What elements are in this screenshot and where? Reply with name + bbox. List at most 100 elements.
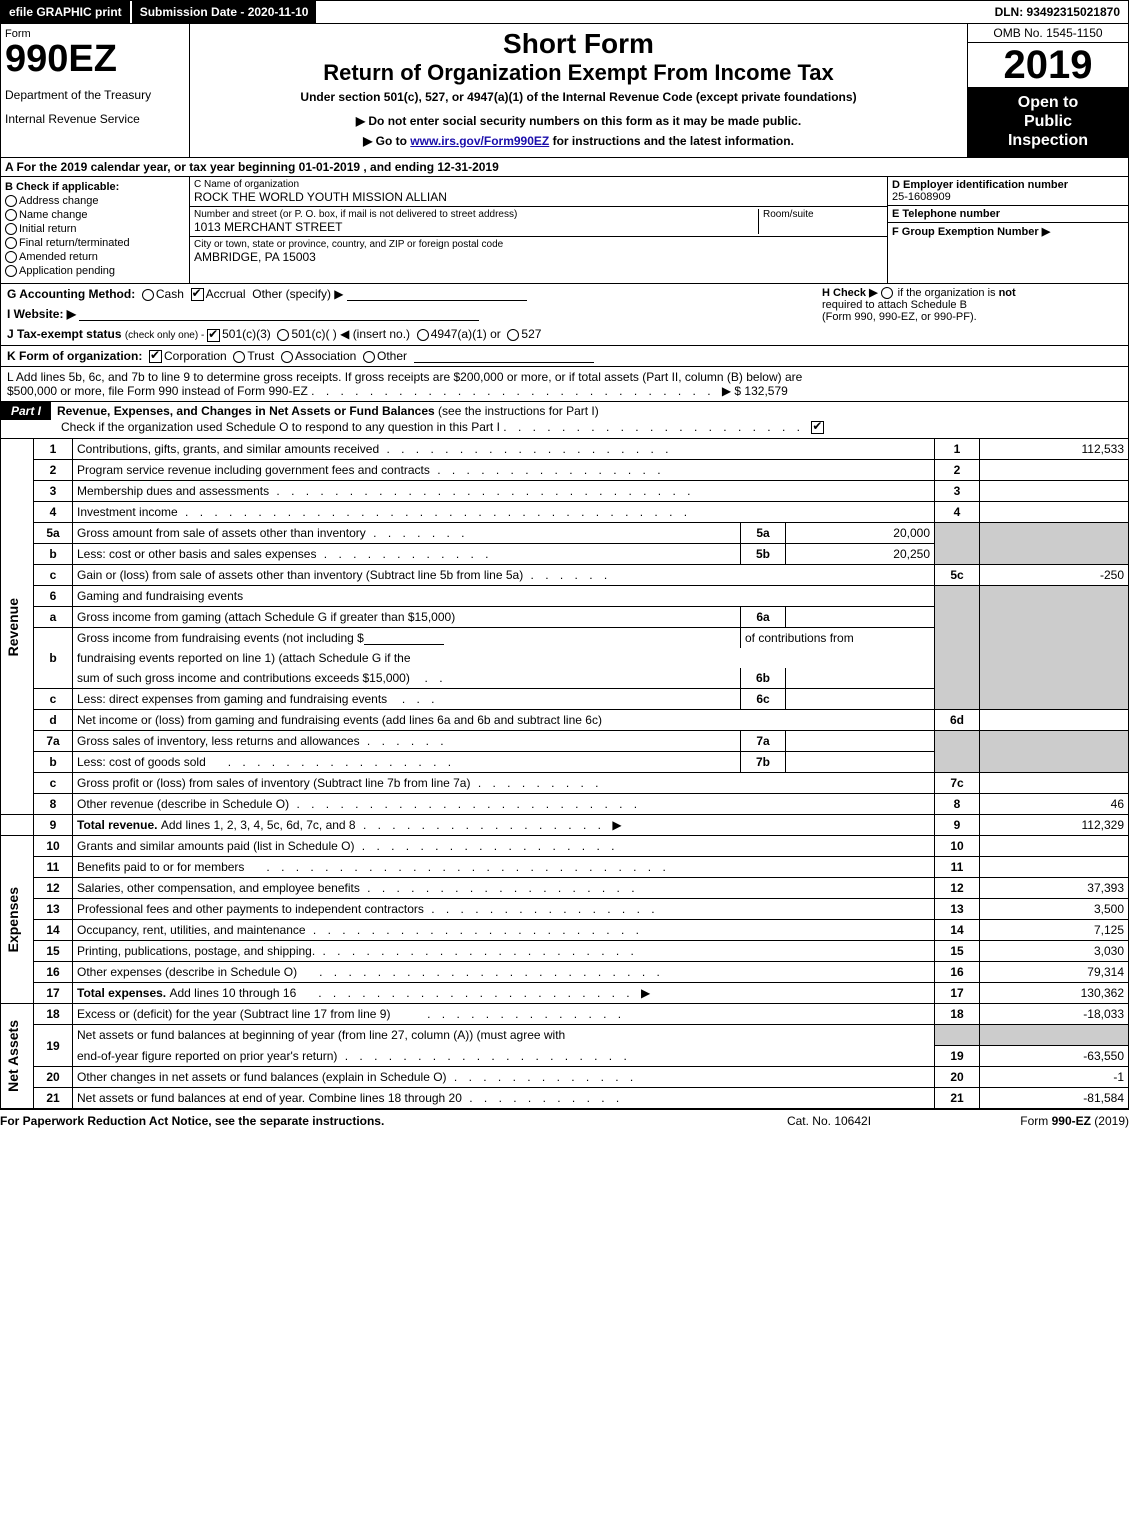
open-to-public: Open to Public Inspection — [968, 87, 1128, 157]
line-7c-ln: 7c — [935, 773, 980, 794]
efile-print-button[interactable]: efile GRAPHIC print — [1, 1, 132, 23]
j-527-radio[interactable] — [507, 329, 519, 341]
application-pending-checkbox[interactable] — [5, 265, 17, 277]
revenue-bottom-corner — [1, 815, 34, 836]
l-amount: ▶ $ 132,579 — [722, 384, 788, 398]
name-change-checkbox[interactable] — [5, 209, 17, 221]
line-14-num: 14 — [34, 920, 73, 941]
final-return-checkbox[interactable] — [5, 237, 17, 249]
j-527: 527 — [521, 327, 541, 341]
line-17-desc: Total expenses. Add lines 10 through 16 … — [73, 983, 935, 1004]
line-6c-sn: 6c — [741, 689, 786, 710]
dept-label: Department of the Treasury — [5, 88, 185, 102]
submission-date-button[interactable]: Submission Date - 2020-11-10 — [132, 1, 319, 23]
line-7c-desc: Gross profit or (loss) from sales of inv… — [73, 773, 935, 794]
address-change-label: Address change — [19, 195, 99, 207]
line-6c-sv — [786, 689, 935, 710]
i-website-input[interactable] — [79, 308, 479, 321]
amended-return-checkbox[interactable] — [5, 251, 17, 263]
line-14-val: 7,125 — [980, 920, 1129, 941]
line-17-num: 17 — [34, 983, 73, 1004]
j-4947-radio[interactable] — [417, 329, 429, 341]
line-11-num: 11 — [34, 857, 73, 878]
line-18-num: 18 — [34, 1004, 73, 1025]
j-4947: 4947(a)(1) or — [431, 327, 501, 341]
line-20-num: 20 — [34, 1066, 73, 1087]
line-6-shade-val — [980, 586, 1129, 710]
row-j: J Tax-exempt status (check only one) - 5… — [1, 324, 1128, 344]
h-text-1: if the organization is — [898, 287, 999, 299]
c-name-value: ROCK THE WORLD YOUTH MISSION ALLIAN — [194, 190, 883, 204]
line-6b-num: b — [34, 628, 73, 689]
k-other-radio[interactable] — [363, 351, 375, 363]
j-small: (check only one) - — [125, 330, 207, 341]
i-label: I Website: ▶ — [7, 307, 76, 321]
part-1-label: Part I — [1, 402, 51, 420]
lines-table: Revenue 1 Contributions, gifts, grants, … — [0, 439, 1129, 1109]
line-7a-num: 7a — [34, 731, 73, 752]
line-9-val: 112,329 — [980, 815, 1129, 836]
line-19-shade — [935, 1025, 980, 1046]
tax-year: 2019 — [968, 43, 1128, 87]
line-20-desc: Other changes in net assets or fund bala… — [73, 1066, 935, 1087]
line-5c-val: -250 — [980, 565, 1129, 586]
j-501c-radio[interactable] — [277, 329, 289, 341]
line-6d-desc: Net income or (loss) from gaming and fun… — [73, 710, 935, 731]
g-cash: Cash — [156, 287, 184, 301]
initial-return-checkbox[interactable] — [5, 223, 17, 235]
inspect-2: Public — [1024, 113, 1072, 130]
k-corp-checkbox[interactable] — [149, 350, 162, 363]
g-accrual: Accrual — [206, 287, 246, 301]
h-checkbox[interactable] — [881, 287, 893, 299]
line-9-desc: Total revenue. Add lines 1, 2, 3, 4, 5c,… — [73, 815, 935, 836]
k-assoc-radio[interactable] — [281, 351, 293, 363]
line-7a-sn: 7a — [741, 731, 786, 752]
line-5a-num: 5a — [34, 523, 73, 544]
line-6-desc: Gaming and fundraising events — [73, 586, 935, 607]
final-return-label: Final return/terminated — [19, 237, 130, 249]
dln-label: DLN: 93492315021870 — [987, 1, 1128, 23]
line-7ab-shade-val — [980, 731, 1129, 773]
line-10-num: 10 — [34, 836, 73, 857]
g-other-input[interactable] — [347, 288, 527, 301]
line-15-num: 15 — [34, 941, 73, 962]
line-13-ln: 13 — [935, 899, 980, 920]
line-6d-num: d — [34, 710, 73, 731]
j-501c3-checkbox[interactable] — [207, 329, 220, 342]
line-8-val: 46 — [980, 794, 1129, 815]
address-change-checkbox[interactable] — [5, 195, 17, 207]
line-6b-amount-input[interactable] — [364, 632, 444, 645]
c-name-label: C Name of organization — [194, 179, 883, 190]
line-6c-desc: Less: direct expenses from gaming and fu… — [73, 689, 741, 710]
j-501c: 501(c)( ) ◀ (insert no.) — [291, 327, 410, 341]
line-21-desc: Net assets or fund balances at end of ye… — [73, 1087, 935, 1108]
row-a-tax-year: A For the 2019 calendar year, or tax yea… — [0, 158, 1129, 177]
inspect-3: Inspection — [1008, 132, 1088, 149]
line-5b-sv: 20,250 — [786, 544, 935, 565]
k-other-input[interactable] — [414, 350, 594, 363]
g-cash-radio[interactable] — [142, 289, 154, 301]
line-14-desc: Occupancy, rent, utilities, and maintena… — [73, 920, 935, 941]
goto-link[interactable]: www.irs.gov/Form990EZ — [410, 134, 549, 148]
g-accrual-checkbox[interactable] — [191, 288, 204, 301]
line-4-ln: 4 — [935, 502, 980, 523]
k-pre: K Form of organization: — [7, 349, 142, 363]
toolbar: efile GRAPHIC print Submission Date - 20… — [0, 0, 1129, 24]
row-l: L Add lines 5b, 6c, and 7b to line 9 to … — [0, 367, 1129, 402]
line-10-ln: 10 — [935, 836, 980, 857]
line-2-num: 2 — [34, 460, 73, 481]
line-12-ln: 12 — [935, 878, 980, 899]
line-16-ln: 16 — [935, 962, 980, 983]
line-3-val — [980, 481, 1129, 502]
k-trust-radio[interactable] — [233, 351, 245, 363]
rows-ghi: H Check ▶ if the organization is not req… — [0, 284, 1129, 346]
line-7b-sv — [786, 752, 935, 773]
part-1-schedule-o-checkbox[interactable] — [811, 421, 824, 434]
line-18-desc: Excess or (deficit) for the year (Subtra… — [73, 1004, 935, 1025]
j-501c3: 501(c)(3) — [222, 327, 271, 341]
line-11-desc: Benefits paid to or for members . . . . … — [73, 857, 935, 878]
line-19-desc-2: end-of-year figure reported on prior yea… — [73, 1045, 935, 1066]
b-title: B Check if applicable: — [5, 181, 185, 193]
h-text-3: (Form 990, 990-EZ, or 990-PF). — [822, 311, 977, 323]
line-15-val: 3,030 — [980, 941, 1129, 962]
